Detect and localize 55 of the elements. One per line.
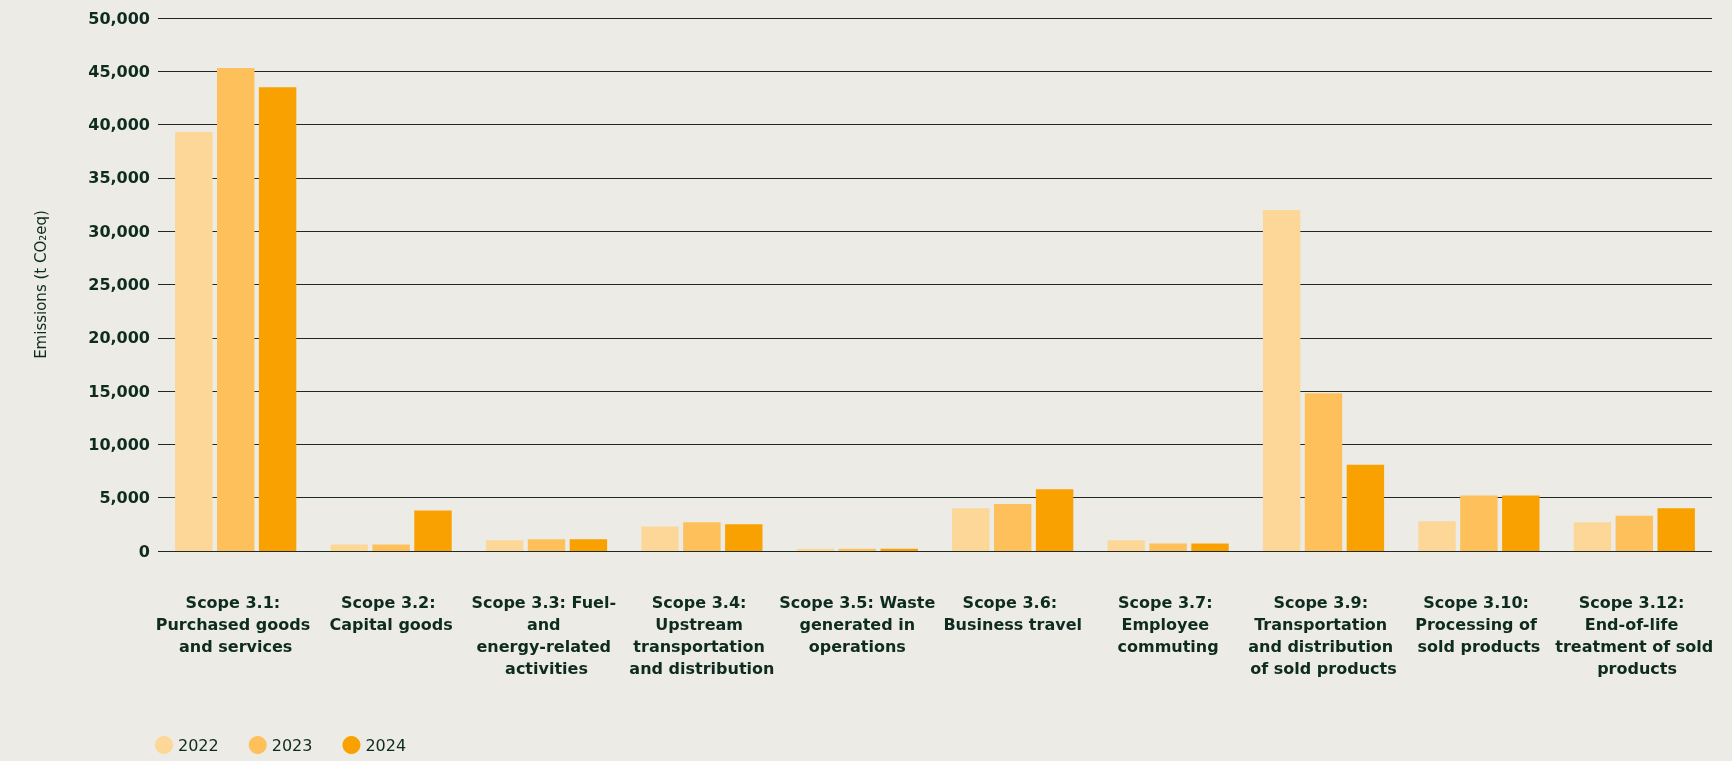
x-tick-label: Scope 3.9: Transportation and distribution of sold products	[1248, 592, 1399, 678]
bar	[1502, 495, 1540, 551]
legend-label: 2024	[365, 735, 407, 755]
legend-label: 2023	[271, 735, 313, 755]
x-tick-label: Scope 3.4: Upstream transportation and distribution	[629, 592, 775, 678]
y-tick-label: 30,000	[88, 221, 150, 241]
bar	[1418, 521, 1456, 551]
y-tick-label: 45,000	[88, 61, 150, 81]
bar	[952, 508, 990, 551]
y-tick-label: 15,000	[88, 381, 150, 401]
bar	[175, 132, 213, 551]
bar	[216, 68, 255, 551]
bar	[330, 544, 368, 551]
y-tick-label: 25,000	[88, 275, 150, 294]
bar	[1657, 508, 1695, 551]
y-tick-label: 10,000	[88, 434, 150, 454]
bar	[1573, 522, 1612, 551]
bar	[1262, 209, 1301, 551]
bar	[1191, 543, 1229, 551]
x-tick-label: Scope 3.3: Fuel- and energy-related activities	[471, 592, 622, 678]
bar	[569, 539, 608, 551]
bar	[880, 548, 918, 551]
bar	[796, 548, 835, 551]
bar	[1460, 495, 1498, 551]
bar	[641, 526, 679, 551]
bar	[1149, 543, 1187, 551]
x-tick-label: Scope 3.10: Processing of sold products	[1415, 592, 1543, 656]
y-tick-label: 0	[138, 541, 150, 561]
x-tick-label: Scope 3.2: Capital goods	[329, 592, 453, 634]
y-tick-label: 20,000	[88, 328, 150, 348]
y-tick-label: 50,000	[88, 8, 150, 28]
y-tick-label: 5,000	[99, 488, 150, 508]
bar	[993, 504, 1032, 551]
bar	[1615, 515, 1654, 551]
x-tick-label: Scope 3.6: Business travel	[943, 592, 1082, 634]
legend-label: 2022	[178, 735, 219, 755]
x-tick-label: Scope 3.12: End-of-life treatment of sold products	[1555, 592, 1714, 678]
x-tick-label: Scope 3.1: Purchased goods and services	[155, 592, 316, 656]
x-tick-label: Scope 3.5: Waste generated in operations	[779, 592, 936, 656]
bar	[683, 522, 721, 551]
bar	[372, 544, 410, 551]
bar	[527, 539, 566, 551]
y-tick-label: 40,000	[88, 115, 150, 135]
bar	[414, 510, 452, 551]
bar	[1304, 393, 1343, 551]
y-axis-title: Emissions (t CO₂eq)	[31, 210, 50, 359]
bar	[485, 540, 524, 551]
bar	[258, 87, 297, 551]
bar	[838, 548, 877, 551]
y-tick-label: 35,000	[88, 168, 150, 188]
x-tick-label: Scope 3.7: Employee commuting	[1117, 592, 1219, 656]
bar	[725, 524, 763, 551]
bar	[1107, 540, 1145, 551]
bar	[1035, 489, 1074, 551]
bar	[1346, 464, 1385, 551]
